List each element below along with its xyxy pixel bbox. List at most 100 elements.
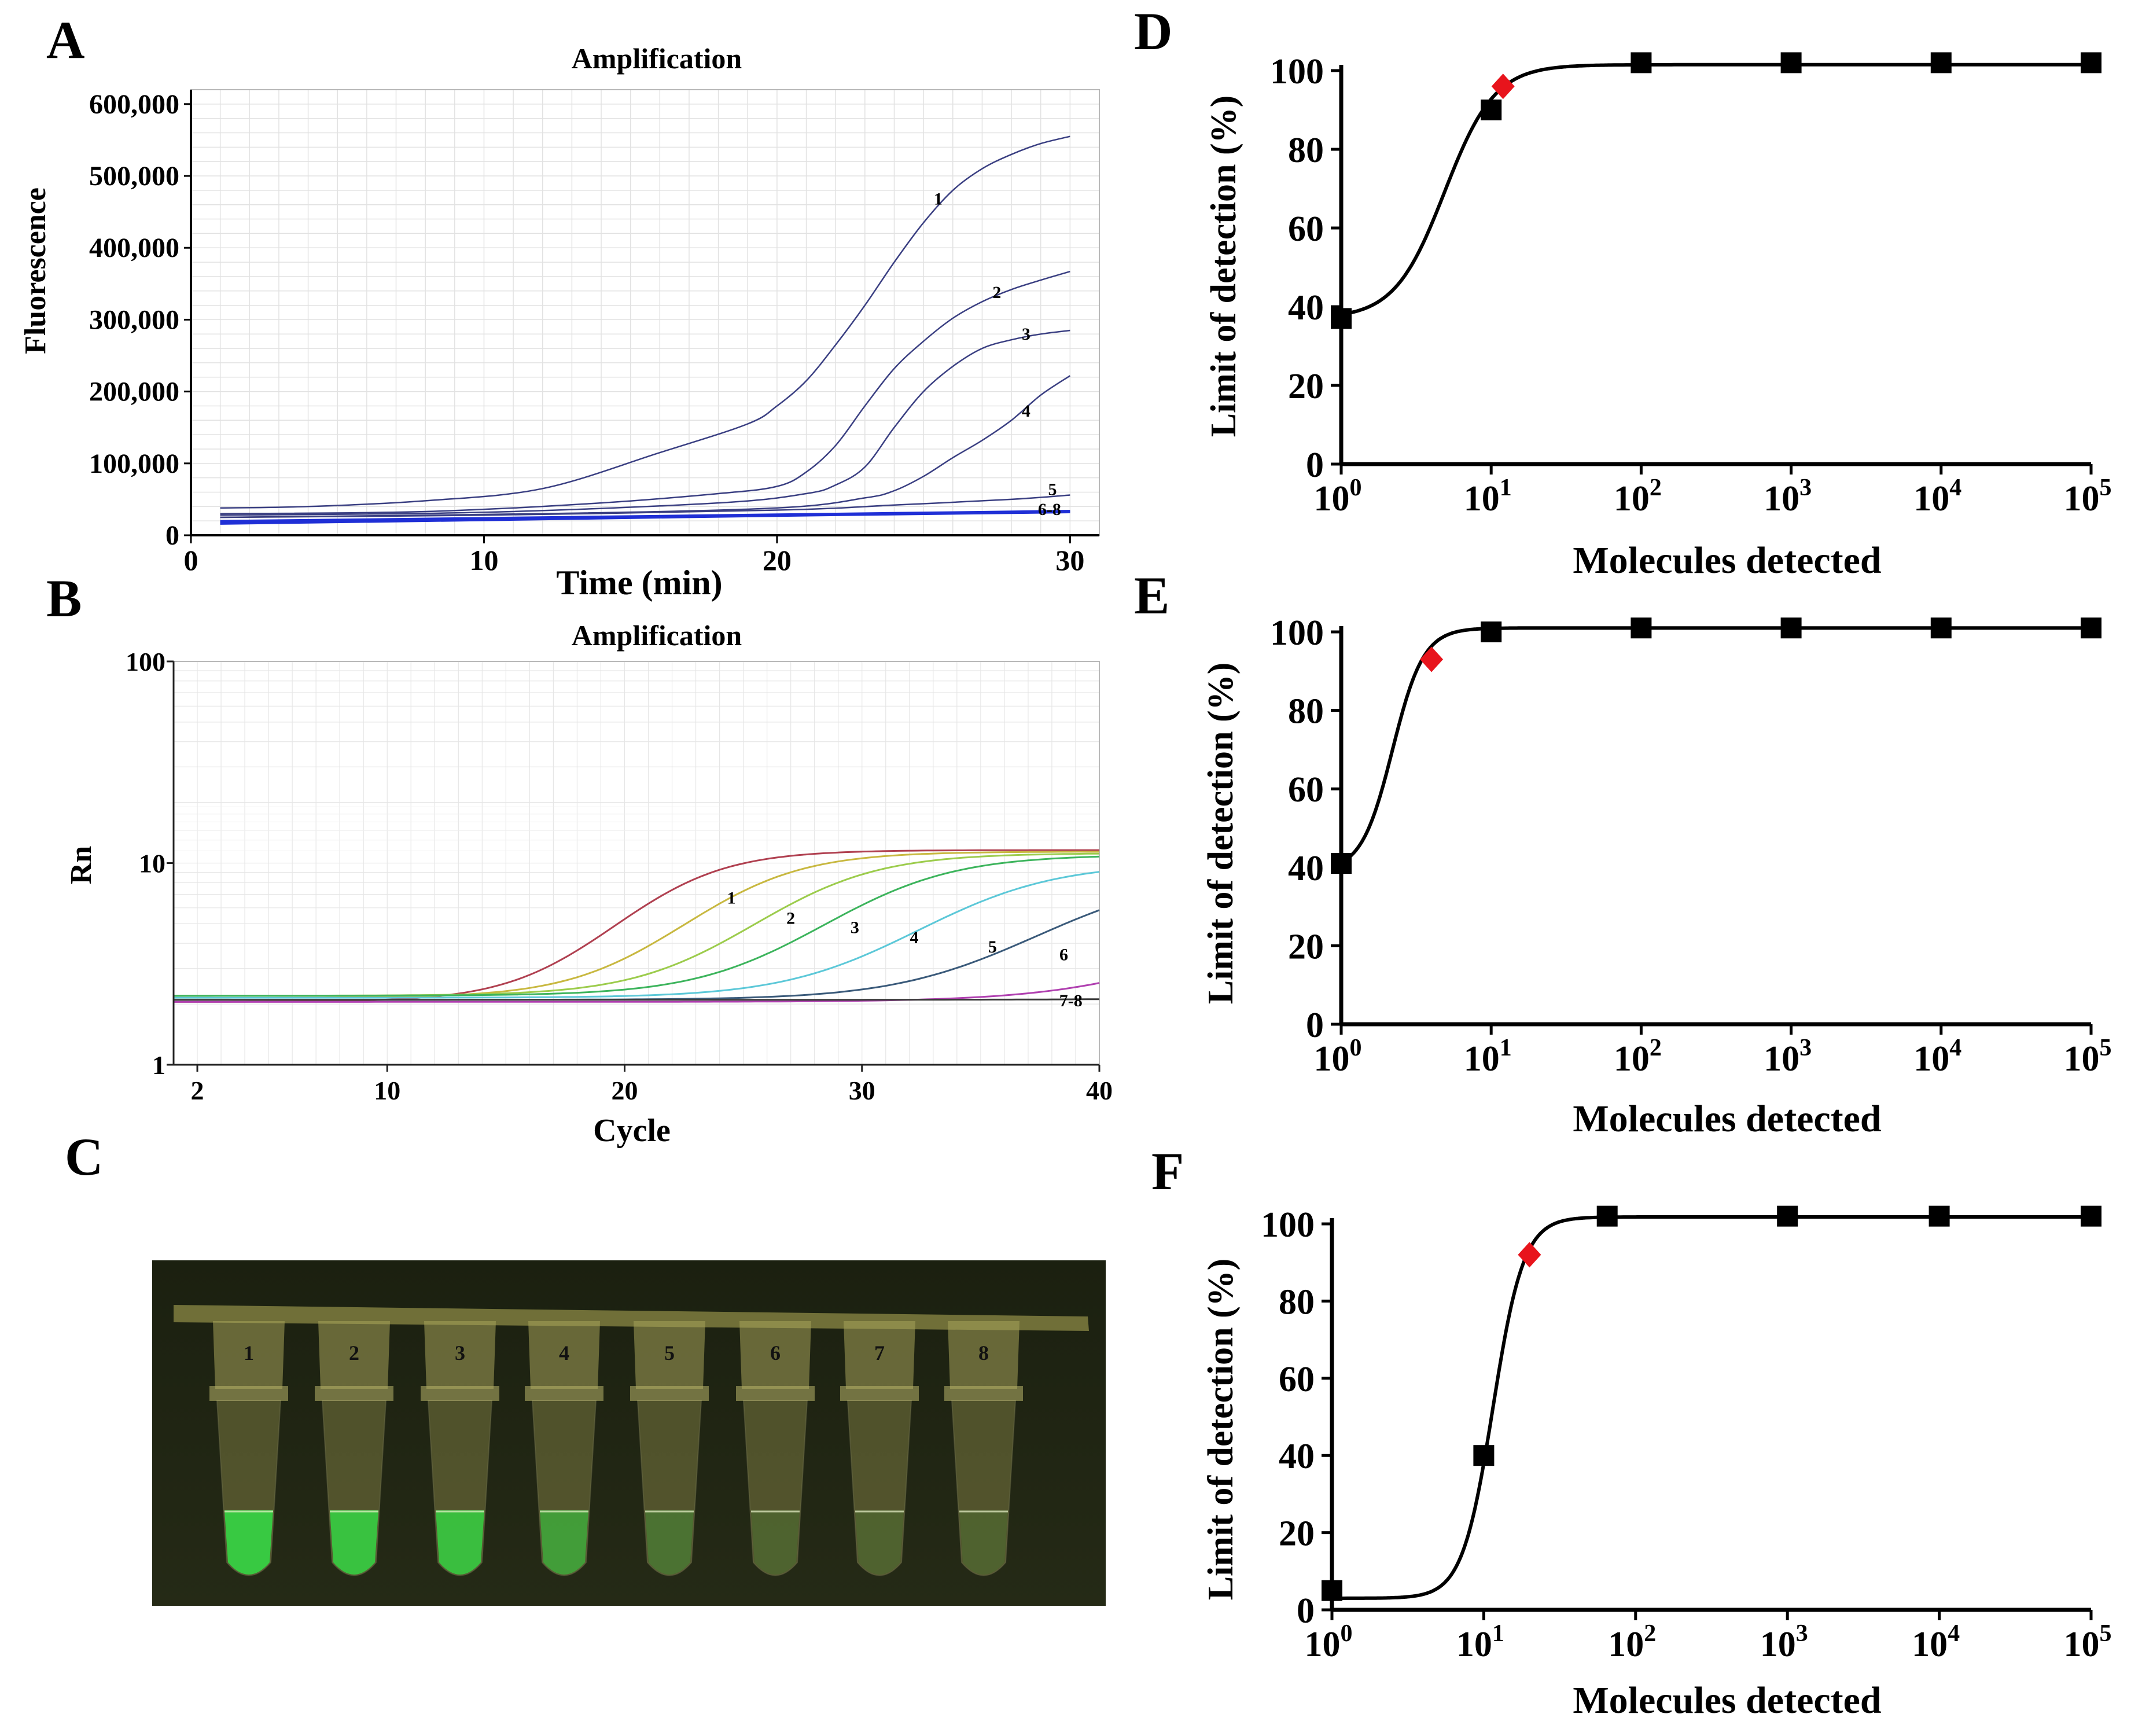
series-line-4 (174, 855, 1100, 997)
tube-5: 5 (630, 1321, 709, 1576)
tube-liquid (540, 1510, 588, 1575)
series-line-3 (220, 329, 1070, 516)
data-point (1331, 308, 1352, 329)
x-tick-label: 102 (1614, 475, 1662, 518)
curve-label-3: 3 (1022, 325, 1030, 344)
series-line-8 (173, 998, 1100, 1001)
panel-e-x-label: Molecules detected (1573, 1098, 1881, 1140)
panel-b-curves (173, 849, 1100, 1003)
x-tick-label: 40 (1086, 1076, 1113, 1105)
series-line-5 (173, 871, 1100, 999)
tube-number: 8 (978, 1341, 989, 1364)
panel-a-title: Amplification (572, 42, 742, 75)
tube-liquid (645, 1510, 694, 1575)
tube-liquid (436, 1510, 484, 1575)
tube-4: 4 (525, 1321, 603, 1576)
panel-a-y-label: Fluorescence (19, 187, 52, 354)
y-tick-label: 100 (126, 647, 165, 676)
data-point (1928, 1205, 1950, 1227)
tube-body (846, 1400, 912, 1576)
series-line-2 (220, 271, 1070, 514)
panel-a-grid (191, 89, 1100, 535)
panel-d-y-label: Limit of detection (%) (1204, 95, 1243, 437)
curve-label-2: 2 (786, 909, 795, 928)
panel-e-chart: 0 20 40 60 80 100 100 101 102 103 104 105 Molecules… (1201, 613, 2112, 1140)
x-tick-label: 103 (1760, 1620, 1808, 1664)
y-tick-label: 20 (1288, 927, 1324, 966)
tube-liquid (330, 1510, 378, 1575)
x-tick-label: 100 (1314, 475, 1362, 518)
data-point (1481, 100, 1502, 120)
x-tick-label: 2 (191, 1076, 204, 1105)
tube-rim (315, 1386, 393, 1401)
tube-body (636, 1400, 702, 1576)
tube-body (951, 1400, 1017, 1576)
x-tick-label: 103 (1764, 475, 1812, 518)
x-tick-label: 102 (1614, 1035, 1662, 1079)
curve-label-4: 4 (910, 928, 919, 947)
panel-letter-e: E (1134, 566, 1169, 625)
fit-curve (1341, 62, 2091, 317)
tube-rim (525, 1386, 603, 1401)
x-tick-label: 104 (1913, 1035, 1961, 1079)
data-point (2081, 52, 2101, 73)
y-tick-label: 40 (1279, 1437, 1315, 1476)
tube-3: 3 (421, 1321, 499, 1576)
data-point (1777, 1205, 1798, 1227)
y-tick-label: 60 (1288, 770, 1324, 810)
tube-rim (630, 1386, 709, 1401)
tube-cap (844, 1321, 915, 1389)
tube-number: 5 (664, 1341, 675, 1364)
curve-label-4: 4 (1022, 402, 1030, 421)
x-tick-label: 20 (763, 544, 792, 576)
x-tick-label: 10 (374, 1076, 400, 1105)
y-tick-label: 60 (1279, 1360, 1315, 1399)
tube-rim (736, 1386, 815, 1401)
tube-body (742, 1400, 808, 1576)
panel-b-x-ticks: 2 10 20 30 40 (191, 1065, 1113, 1105)
fit-curve (1332, 1215, 2091, 1600)
lod-highlight-point (1518, 1242, 1541, 1268)
x-tick-label: 105 (2064, 1620, 2112, 1664)
panel-d-plot: 0 20 40 60 80 100 100 101 102 103 104 105 (1270, 52, 2112, 518)
panel-letter-a: A (46, 10, 84, 69)
tube-cap (739, 1321, 811, 1389)
data-point (1481, 621, 1502, 642)
panel-f-chart: 0 20 40 60 80 100 100 101 102 103 104 105 Molecules… (1201, 1205, 2112, 1722)
y-tick-label: 400,000 (89, 233, 179, 263)
curve-label-5: 5 (988, 937, 997, 957)
y-tick-label: 20 (1288, 367, 1324, 406)
curve-label-1: 1 (727, 888, 736, 907)
x-tick-label: 105 (2064, 475, 2112, 518)
curve-label-7-8: 7-8 (1059, 991, 1083, 1010)
data-point (1473, 1445, 1495, 1466)
y-tick-label: 0 (1306, 446, 1324, 485)
tube-rim (944, 1386, 1023, 1401)
panel-a-chart: Amplification 0 10 20 30 0 100,000 200,000 300… (19, 42, 1100, 602)
tube-number: 4 (559, 1341, 569, 1364)
data-point (1322, 1580, 1342, 1601)
data-point (1930, 617, 1952, 639)
tube-7: 7 (840, 1321, 919, 1576)
lod-highlight-point (1491, 73, 1515, 100)
panel-a-y-ticks: 0 100,000 200,000 300,000 400,000 500,000 600,… (89, 89, 191, 551)
tube-cap (424, 1321, 496, 1389)
y-tick-label: 600,000 (89, 89, 179, 120)
data-point (1930, 52, 1952, 73)
data-point (2081, 617, 2101, 639)
y-tick-label: 0 (1297, 1591, 1315, 1631)
panel-a-x-label: Time (min) (556, 564, 722, 602)
panel-e-plot: 0 20 40 60 80 100 100 101 102 103 104 105 (1270, 613, 2112, 1079)
x-tick-label: 100 (1314, 1035, 1362, 1079)
panel-letter-d: D (1134, 2, 1172, 61)
y-tick-label: 40 (1288, 849, 1324, 888)
panel-b-grid (174, 661, 1100, 1065)
tube-liquid (224, 1510, 273, 1575)
panel-letter-f: F (1151, 1142, 1184, 1201)
curve-label-2: 2 (992, 283, 1001, 302)
curve-label-5: 5 (1048, 480, 1057, 499)
panel-a-curves (220, 135, 1071, 525)
tube-number: 2 (349, 1341, 359, 1364)
panel-b-y-label: Rn (65, 846, 98, 885)
panel-b-y-ticks: 1 10 100 (126, 647, 174, 1080)
